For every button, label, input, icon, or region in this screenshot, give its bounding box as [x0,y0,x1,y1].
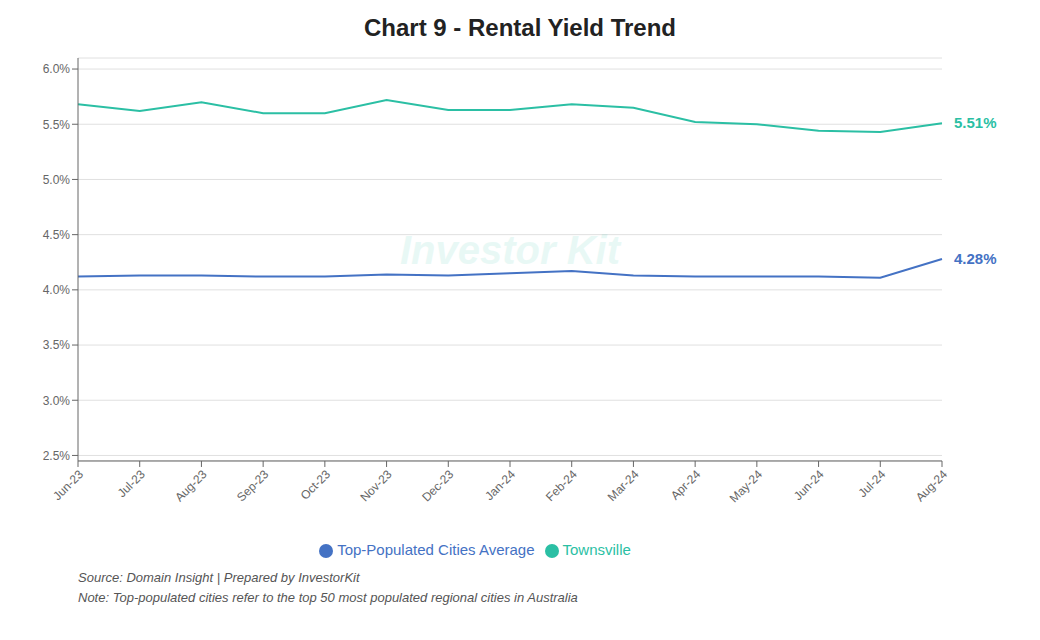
svg-text:6.0%: 6.0% [43,62,71,76]
svg-text:Dec-23: Dec-23 [419,467,456,504]
svg-text:4.28%: 4.28% [954,250,997,267]
svg-text:Oct-23: Oct-23 [298,467,334,503]
svg-text:Aug-23: Aug-23 [172,467,209,504]
svg-text:Jun-23: Jun-23 [50,467,86,503]
html-text:Source: Domain Insight | Prepa: Source: Domain Insight | Prepared by Inv… [78,570,360,585]
svg-text:Jan-24: Jan-24 [482,467,518,503]
html-text:Note: Top-populated cities ref: Note: Top-populated cities refer to the … [78,590,578,605]
svg-text:Jul-24: Jul-24 [855,467,888,500]
svg-text:5.0%: 5.0% [43,173,71,187]
html-text:Chart 9 - Rental Yield Trend: Chart 9 - Rental Yield Trend [364,14,676,41]
svg-text:3.5%: 3.5% [43,338,71,352]
svg-text:Feb-24: Feb-24 [543,467,580,504]
svg-text:Apr-24: Apr-24 [668,467,704,503]
svg-text:Jun-24: Jun-24 [791,467,827,503]
svg-text:4.0%: 4.0% [43,283,71,297]
html-text:Investor Kit: Investor Kit [400,228,620,272]
svg-text:4.5%: 4.5% [43,228,71,242]
svg-text:May-24: May-24 [727,467,765,505]
html-text:Top-Populated Cities Average: Top-Populated Cities Average [337,541,535,558]
svg-text:2.5%: 2.5% [43,449,71,463]
svg-text:3.0%: 3.0% [43,394,71,408]
svg-text:Jul-23: Jul-23 [115,467,148,500]
svg-text:5.51%: 5.51% [954,114,997,131]
svg-text:Aug-24: Aug-24 [913,467,950,504]
svg-text:Sep-23: Sep-23 [234,467,271,504]
svg-text:Nov-23: Nov-23 [357,467,394,504]
html-text:Townsville: Townsville [562,541,631,558]
svg-text:5.5%: 5.5% [43,118,71,132]
svg-text:Mar-24: Mar-24 [605,467,642,504]
